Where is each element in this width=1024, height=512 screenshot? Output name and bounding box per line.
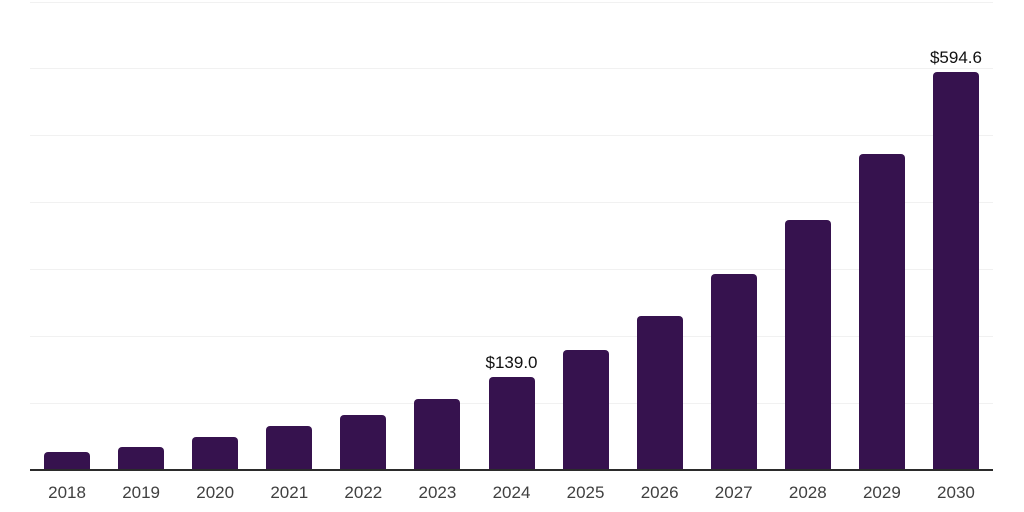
bar-2023	[414, 398, 461, 470]
x-tick-label-2022: 2022	[344, 483, 383, 502]
gridline-400	[30, 202, 993, 204]
x-tick-label-2027: 2027	[714, 483, 753, 502]
gridline-600	[30, 68, 993, 70]
bar-2028	[784, 220, 831, 470]
bar-2018	[44, 451, 91, 470]
x-tick-label-2030: 2030	[937, 483, 975, 502]
bar-2020	[192, 437, 239, 470]
bar-2027	[710, 274, 757, 470]
x-tick-label-2026: 2026	[640, 483, 679, 502]
bar-2030	[932, 72, 979, 470]
bar-value-label-2024: $139.0	[485, 353, 538, 373]
x-tick-label-2021: 2021	[270, 483, 309, 502]
bar-2024	[488, 377, 535, 470]
bar-2026	[636, 316, 683, 470]
gridline-200	[30, 335, 993, 337]
x-tick-label-2029: 2029	[862, 483, 901, 502]
bar-2019	[118, 446, 165, 470]
x-tick-label-2025: 2025	[566, 483, 605, 502]
gridline-500	[30, 135, 993, 137]
bar-2022	[340, 414, 387, 470]
x-tick-label-2028: 2028	[788, 483, 827, 502]
x-tick-label-2019: 2019	[122, 483, 161, 502]
x-tick-label-2024: 2024	[492, 483, 531, 502]
x-tick-label-2023: 2023	[418, 483, 457, 502]
bar-2021	[266, 426, 313, 470]
gridline-700	[30, 1, 993, 3]
x-tick-label-2020: 2020	[196, 483, 235, 502]
gridline-300	[30, 268, 993, 270]
bar-2025	[562, 350, 609, 470]
x-axis-line	[30, 469, 993, 471]
x-tick-label-2018: 2018	[48, 483, 86, 502]
bar-2029	[858, 153, 905, 470]
bar-value-label-2030: $594.6	[929, 48, 982, 68]
